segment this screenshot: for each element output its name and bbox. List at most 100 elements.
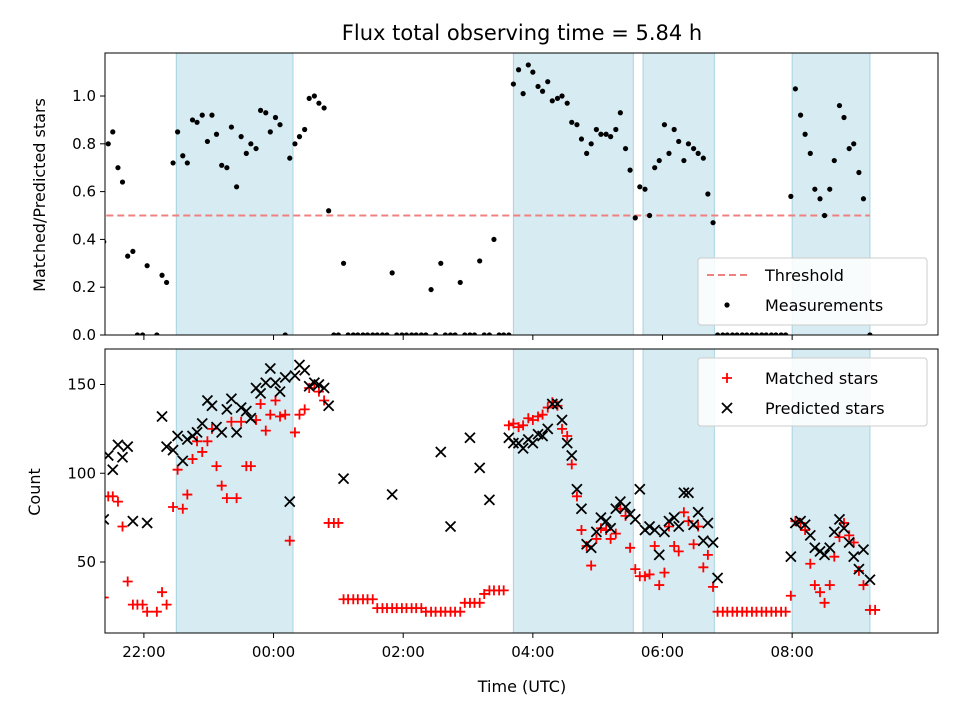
predicted-stars-point (843, 536, 855, 549)
matched-stars-point (800, 525, 811, 536)
measurement-point (729, 332, 736, 335)
measurement-point (676, 138, 682, 145)
measurement-point (399, 332, 405, 335)
measurement-point (734, 332, 740, 335)
measurement-point (666, 150, 672, 156)
predicted-stars-point (474, 462, 486, 474)
predicted-stars-point (245, 412, 257, 424)
predicted-stars-point (112, 439, 124, 451)
measurement-point (438, 260, 444, 266)
predicted-stars-point (141, 517, 153, 529)
matched-stars-point (122, 576, 133, 587)
measurement-point (209, 112, 215, 118)
measurement-point (175, 129, 181, 135)
predicted-stars-point (206, 400, 218, 412)
measurement-point (778, 332, 784, 335)
predicted-stars-point (483, 494, 496, 506)
predicted-stars-point (838, 522, 850, 534)
predicted-stars-point (254, 387, 267, 400)
measurement-point (277, 122, 283, 128)
measurement-point (652, 165, 658, 171)
matched-stars-point (236, 416, 247, 427)
predicted-stars-point (682, 487, 695, 499)
bottom-axes-frame (104, 348, 939, 634)
matched-stars-point (226, 416, 237, 427)
predicted-stars-point (196, 417, 208, 430)
matched-stars-point (313, 386, 324, 397)
matched-stars-legend-label: Matched stars (765, 369, 878, 388)
measurement-point (792, 86, 798, 92)
matched-stars-point (533, 411, 544, 422)
measurement-point (355, 332, 361, 335)
bottom-shaded-interval (512, 348, 634, 634)
measurement-point (860, 196, 867, 202)
measurement-point (501, 332, 507, 335)
predicted-stars-point (643, 520, 656, 533)
measurement-point (788, 193, 794, 199)
predicted-stars-point (857, 543, 870, 556)
measurement-point (603, 131, 609, 137)
measurement-point (292, 141, 298, 147)
matched-stars-point (683, 516, 694, 527)
predicted-stars-point (527, 437, 539, 449)
matched-stars-point (142, 606, 153, 617)
measurement-point (578, 136, 585, 142)
matched-stars-point (537, 409, 548, 420)
predicted-stars-point (556, 414, 568, 426)
bottom-legend: Matched stars Predicted stars (697, 357, 928, 427)
measurement-point (783, 332, 789, 335)
measurement-point (302, 126, 308, 133)
matched-stars-point (688, 539, 699, 550)
measurement-point (768, 332, 774, 335)
measurement-point (617, 110, 623, 116)
measurement-point (105, 141, 111, 147)
predicted-stars-point (590, 526, 603, 538)
measurement-point (831, 157, 837, 164)
measurement-point (856, 169, 862, 176)
matched-stars-point (168, 501, 179, 512)
measurement-point (598, 131, 604, 137)
bottom-shaded-interval (175, 348, 294, 634)
matched-stars-point (197, 446, 208, 457)
matched-stars-point (805, 558, 816, 569)
matched-stars-point (161, 599, 172, 610)
matched-stars-point (172, 464, 183, 475)
threshold-legend-label: Threshold (764, 266, 844, 285)
legend-box (697, 357, 928, 427)
predicted-stars-point (127, 515, 139, 527)
matched-stars-point (284, 535, 295, 546)
measurement-point (467, 332, 473, 335)
measurement-point (661, 122, 668, 128)
matched-stars-point (137, 599, 148, 610)
top-y-tick-label: 0.6 (72, 183, 96, 201)
top-y-tick-label: 0.4 (72, 230, 96, 248)
predicted-stars-point (279, 371, 291, 384)
measurement-point (705, 191, 711, 197)
measurement-point (569, 119, 575, 125)
measurement-point (447, 332, 454, 335)
measurement-point (520, 91, 526, 97)
measurement-point (110, 129, 116, 135)
predicted-stars-point (260, 377, 272, 389)
measurement-point (481, 332, 487, 335)
measurement-point (535, 83, 541, 90)
measurement-point (637, 184, 643, 190)
matched-stars-point (702, 549, 713, 560)
matched-stars-point (105, 596, 109, 599)
measurement-point (204, 138, 211, 145)
measurement-point (477, 258, 483, 264)
top-y-axis-label: Matched/Predicted stars (30, 98, 49, 292)
top-shaded-interval (512, 52, 634, 336)
matched-stars-point (107, 491, 118, 502)
matched-stars-legend-swatch (722, 373, 732, 383)
predicted-stars-point (181, 433, 193, 446)
predicted-stars-point (595, 511, 607, 524)
matched-stars-point (790, 516, 801, 527)
matched-stars-point (513, 422, 524, 433)
measurement-point (316, 100, 322, 106)
measurement-point (613, 126, 619, 133)
measurement-point (646, 212, 653, 219)
measurement-point (403, 332, 410, 335)
predicted-stars-point (546, 398, 558, 410)
measurement-point (549, 98, 555, 104)
